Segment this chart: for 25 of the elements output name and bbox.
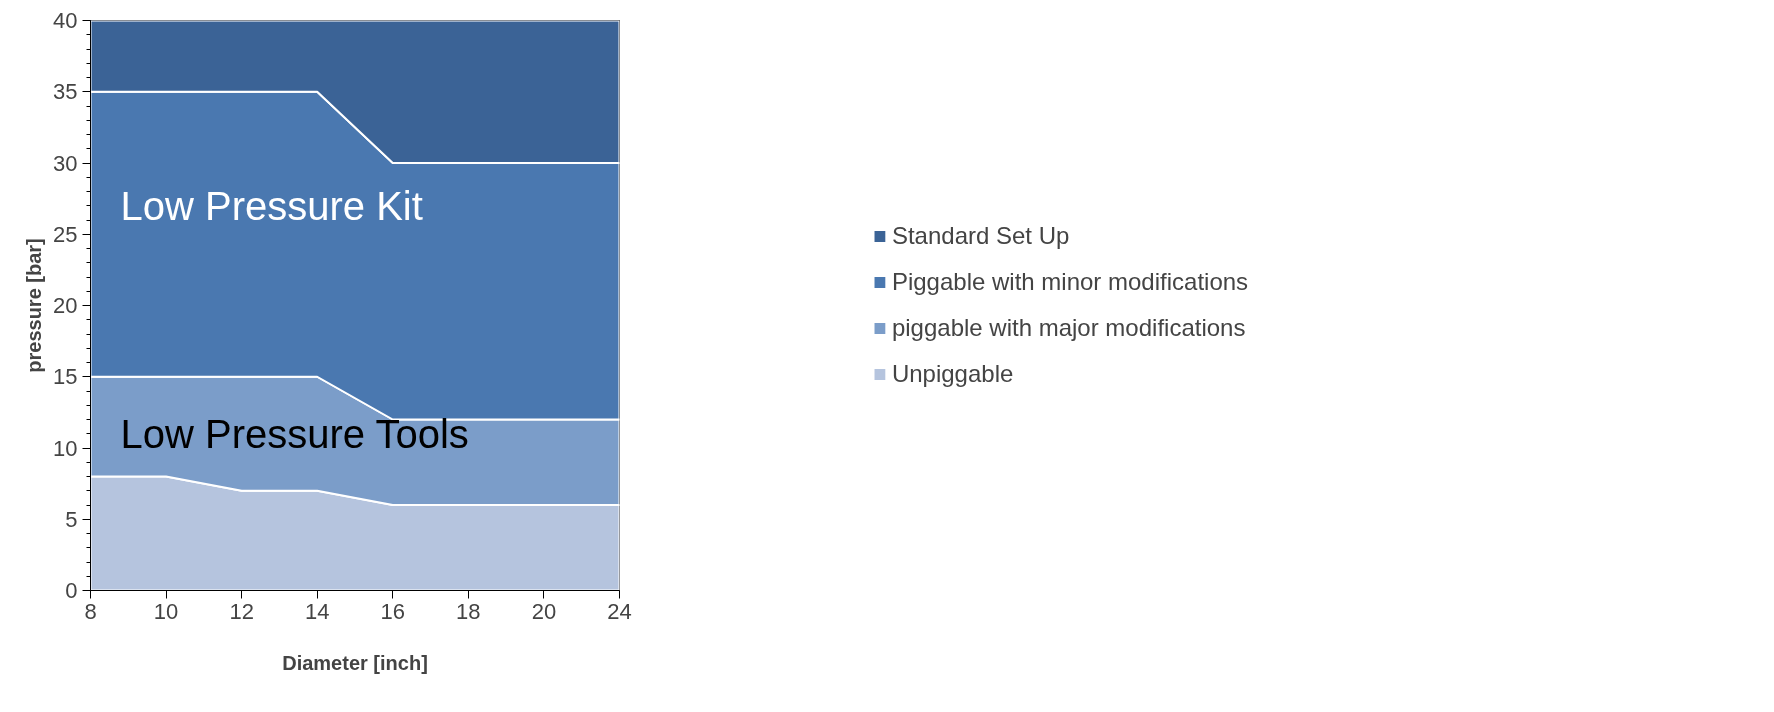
y-tick-label: 35	[53, 79, 78, 105]
legend-label: piggable with major modifications	[891, 314, 1246, 342]
x-axis-title: Diameter [inch]	[282, 651, 428, 674]
legend-label: Unpiggable	[891, 360, 1014, 388]
y-tick-label: 20	[53, 293, 78, 318]
y-tick-label: 40	[53, 8, 78, 33]
y-tick-label: 25	[53, 221, 78, 247]
annotation: Low Pressure Tools	[120, 411, 469, 456]
x-tick-label: 14	[304, 598, 330, 624]
x-tick-label: 20	[531, 598, 557, 624]
y-tick-label: 15	[53, 364, 78, 390]
y-tick-label: 10	[53, 435, 78, 461]
y-tick-label: 30	[53, 150, 78, 176]
y-tick-label: 0	[65, 578, 78, 603]
y-tick-label: 5	[65, 506, 78, 532]
x-tick-label: 12	[229, 598, 254, 624]
legend-label: Piggable with minor modifications	[891, 268, 1249, 296]
y-axis-title: pressure [bar]	[23, 238, 46, 373]
x-tick-label: 16	[380, 598, 406, 624]
x-tick-label: 10	[153, 598, 179, 624]
legend-label: Standard Set Up	[891, 222, 1070, 250]
x-tick-label: 8	[84, 598, 97, 624]
x-tick-label: 18	[456, 598, 481, 624]
annotation: Low Pressure Kit	[120, 183, 423, 228]
x-tick-label: 24	[607, 598, 632, 624]
